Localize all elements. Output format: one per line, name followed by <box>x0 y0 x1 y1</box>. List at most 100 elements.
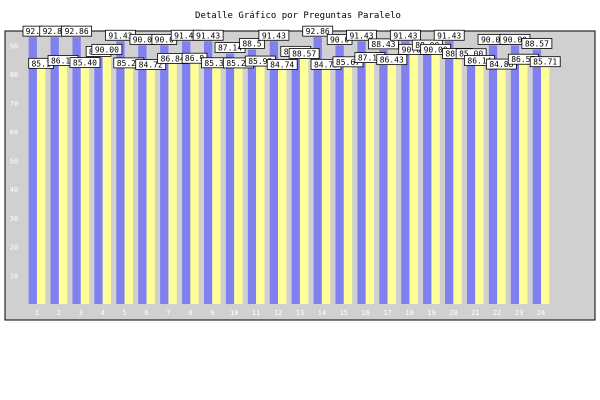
data-label: 84.79 <box>314 60 338 69</box>
bar-series-1 <box>116 41 125 304</box>
bar-series-2 <box>299 49 309 305</box>
x-tick-label: 5 <box>123 309 127 317</box>
bar-series-2 <box>36 59 46 304</box>
x-tick-label: 12 <box>274 309 282 317</box>
x-tick-label: 17 <box>383 309 391 317</box>
y-tick-label: 10 <box>10 272 18 280</box>
data-label: 88.57 <box>292 49 316 58</box>
x-tick-label: 22 <box>493 309 501 317</box>
chart-title: Detalle Gráfico por Preguntas Paralelo <box>195 11 401 21</box>
bar-series-2 <box>541 57 550 304</box>
x-tick-label: 16 <box>361 309 369 317</box>
bar-series-2 <box>80 58 90 304</box>
data-label: 86.84 <box>161 54 185 63</box>
x-tick-label: 10 <box>230 309 238 317</box>
data-label: 90.00 <box>503 35 527 44</box>
data-label: 85.00 <box>459 50 483 59</box>
y-tick-label: 90 <box>10 42 18 50</box>
y-tick-label: 40 <box>10 186 18 194</box>
data-label: 91.43 <box>174 31 198 40</box>
data-label-box <box>61 25 93 37</box>
x-tick-label: 1 <box>35 309 39 317</box>
x-tick-label: 14 <box>318 309 326 317</box>
bar-series-2 <box>212 58 221 304</box>
data-label: 86.9 <box>185 54 204 63</box>
data-label: 85.71 <box>533 58 557 67</box>
data-label: 91.43 <box>349 31 373 40</box>
x-tick-label: 18 <box>405 309 413 317</box>
data-label: 90.0 <box>155 35 174 44</box>
y-tick-label: 70 <box>10 100 18 108</box>
bar-series-2 <box>256 57 265 304</box>
data-label-box <box>346 29 377 41</box>
x-tick-label: 8 <box>188 309 192 317</box>
x-tick-label: 15 <box>340 309 348 317</box>
data-label: 92.86 <box>65 27 89 36</box>
x-tick-label: 2 <box>57 309 61 317</box>
data-label-box <box>91 43 123 55</box>
data-label: 85.33 <box>204 59 228 68</box>
bar-series-2 <box>190 54 199 305</box>
bar-series-1 <box>423 51 432 305</box>
x-tick-label: 19 <box>427 309 435 317</box>
bar-series-2 <box>343 57 353 304</box>
data-label: 90.00 <box>95 45 119 54</box>
data-label: 84.74 <box>270 60 294 69</box>
data-label: 85.40 <box>73 59 97 68</box>
data-label-box <box>389 29 421 41</box>
y-tick-label: 50 <box>10 157 18 165</box>
bar-series-1 <box>72 37 81 304</box>
data-label-box <box>192 29 224 41</box>
bar-series-2 <box>124 58 133 304</box>
data-label-box <box>288 48 320 59</box>
data-labels: 92.85.192.8686.1492.8685.4085.890.0091.4… <box>22 25 561 70</box>
x-axis: 1 2 3 4 5 6 7 8 9 10 11 12 13 14 15 16 17 18 19 20 21 22 23 24 <box>35 309 545 317</box>
bar-series-1 <box>269 41 279 304</box>
bar-series-1 <box>445 41 454 304</box>
bar-series-1 <box>510 45 520 305</box>
bars <box>28 37 550 305</box>
x-tick-label: 9 <box>210 309 214 317</box>
bar-series-1 <box>488 45 498 305</box>
bar-series-1 <box>182 41 191 304</box>
bar-series-1 <box>532 49 542 305</box>
data-label: 91.43 <box>196 31 220 40</box>
bar-series-1 <box>225 53 235 304</box>
data-label: 85.29 <box>117 59 141 68</box>
data-label: 85.67 <box>336 58 360 67</box>
data-label: 88.5 <box>242 39 261 48</box>
data-label-box <box>529 56 561 68</box>
bar-series-2 <box>168 54 177 304</box>
bar-series-2 <box>497 60 506 305</box>
bar-series-2 <box>519 55 528 304</box>
x-tick-label: 23 <box>515 309 523 317</box>
data-label: 86.43 <box>380 56 404 65</box>
data-label: 85.28 <box>226 59 250 68</box>
data-label-box <box>69 57 101 68</box>
x-tick-label: 3 <box>79 309 83 317</box>
data-label-box <box>258 29 290 41</box>
bar-series-1 <box>247 49 257 305</box>
data-label: 88.57 <box>525 39 549 48</box>
bar-series-1 <box>50 37 59 304</box>
data-label: 91.43 <box>437 31 461 40</box>
bar-series-2 <box>453 49 462 305</box>
data-label-box <box>521 38 553 49</box>
bar-series-1 <box>94 57 103 305</box>
bar-series-1 <box>203 41 213 304</box>
data-label: 84.72 <box>139 61 163 70</box>
data-label: 92.86 <box>306 27 330 36</box>
data-label-box <box>302 25 334 37</box>
data-label: 90.0 <box>330 35 349 44</box>
data-label-box <box>266 59 298 70</box>
bar-series-1 <box>138 45 147 305</box>
bar-series-2 <box>321 60 331 304</box>
bar-series-2 <box>431 45 440 305</box>
bar-series-1 <box>401 41 410 304</box>
data-label: 91.43 <box>108 31 132 40</box>
data-label-box <box>433 29 465 41</box>
bar-series-2 <box>58 56 68 304</box>
data-label-box <box>376 54 408 66</box>
data-label: 92.86 <box>43 27 67 36</box>
x-tick-label: 21 <box>471 309 479 317</box>
